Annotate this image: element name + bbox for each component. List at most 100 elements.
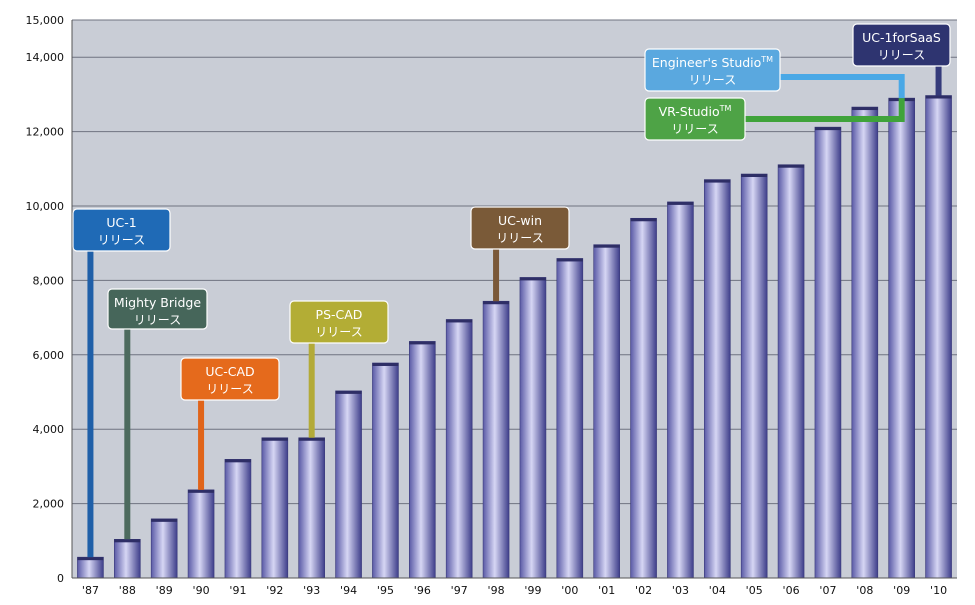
bar — [372, 362, 399, 579]
bar — [667, 201, 694, 579]
bar — [224, 459, 252, 579]
bar-cap — [188, 489, 215, 493]
annotation-subtitle: リリース — [206, 382, 253, 396]
x-tick-label: '07 — [819, 584, 836, 597]
y-tick-label: 6,000 — [33, 349, 65, 362]
bar-cap — [667, 201, 694, 205]
annotation-subtitle: リリース — [315, 325, 362, 339]
annotation-box: Mighty Bridge リリース — [107, 288, 208, 330]
bar-cap — [630, 218, 657, 222]
x-tick-label: '03 — [672, 584, 689, 597]
y-tick-label: 14,000 — [26, 51, 65, 64]
x-tick-label: '08 — [856, 584, 873, 597]
bar-cap — [519, 277, 546, 281]
annotation-box: Engineer's StudioTM リリース — [644, 48, 781, 92]
bar-cap — [446, 319, 473, 323]
bar — [740, 173, 768, 579]
bar — [630, 217, 657, 579]
bar — [114, 539, 141, 579]
bar — [335, 390, 362, 579]
x-tick-label: '95 — [377, 584, 394, 597]
x-tick-label: '88 — [119, 584, 136, 597]
bar-cap — [483, 301, 510, 305]
x-axis-labels: '87 '88 '89 '90 '91 '92 '93 '94 '95 '96 '97 '98 '99 '… — [82, 584, 947, 597]
bar — [482, 300, 510, 579]
annotation-title: UC-1forSaaS — [862, 30, 941, 45]
y-tick-label: 0 — [57, 572, 64, 585]
annotation-subtitle: リリース — [98, 233, 145, 247]
x-tick-label: '09 — [893, 584, 910, 597]
y-tick-label: 2,000 — [33, 498, 65, 511]
x-tick-label: '97 — [451, 584, 468, 597]
bar — [298, 437, 325, 579]
annotation-leader-line — [780, 74, 905, 99]
annotation-box: UC-1forSaaS リリース — [852, 23, 951, 67]
y-tick-label: 4,000 — [33, 423, 65, 436]
annotation-title: Engineer's StudioTM — [652, 55, 773, 70]
y-axis-labels: 0 2,000 4,000 6,000 8,000 10,000 12,000 14,000 1… — [26, 14, 65, 585]
bar — [925, 95, 952, 579]
annotation-title: VR-StudioTM — [659, 104, 732, 119]
annotation-box: UC-1 リリース — [72, 208, 171, 252]
annotation-title: UC-CAD — [205, 364, 254, 379]
x-tick-label: '87 — [82, 584, 99, 597]
x-tick-label: '01 — [598, 584, 615, 597]
bar-cap — [851, 107, 878, 111]
bar — [150, 518, 178, 579]
annotation-title: UC-win — [498, 213, 542, 228]
bar-cap — [335, 390, 362, 394]
bar — [445, 319, 473, 579]
x-tick-label: '89 — [156, 584, 173, 597]
bar — [77, 556, 104, 579]
y-tick-label: 15,000 — [26, 14, 65, 27]
bar-cap — [814, 127, 841, 131]
annotation-leader-line — [745, 98, 905, 122]
annotation-box: UC-CAD リリース — [180, 357, 280, 401]
x-tick-label: '99 — [524, 584, 541, 597]
x-tick-label: '04 — [709, 584, 726, 597]
bar — [888, 97, 915, 579]
annotation-box: VR-StudioTM リリース — [644, 97, 746, 141]
bar-cap — [409, 341, 436, 345]
x-tick-label: '91 — [229, 584, 246, 597]
x-tick-label: '94 — [340, 584, 357, 597]
bar — [593, 244, 620, 579]
annotation-box: PS-CAD リリース — [289, 300, 389, 344]
x-tick-label: '02 — [635, 584, 652, 597]
bar — [261, 437, 289, 579]
bar — [187, 489, 215, 579]
bar-cap — [298, 437, 325, 441]
x-tick-label: '00 — [561, 584, 578, 597]
bar — [519, 277, 547, 579]
bar-cap — [778, 164, 805, 168]
annotation-subtitle: リリース — [878, 48, 925, 62]
bars — [77, 95, 952, 579]
y-tick-label: 12,000 — [26, 126, 65, 139]
bar-cap — [372, 362, 399, 366]
x-tick-label: '92 — [266, 584, 283, 597]
bar-cap — [224, 459, 251, 463]
plot-area — [72, 20, 957, 578]
bar — [704, 179, 731, 579]
annotation-box: UC-win リリース — [470, 206, 570, 250]
x-tick-label: '93 — [303, 584, 320, 597]
y-tick-label: 8,000 — [33, 274, 65, 287]
annotation-title: UC-1 — [106, 215, 136, 230]
bar-cap — [704, 179, 731, 183]
x-tick-label: '96 — [414, 584, 431, 597]
bar-cap — [925, 95, 952, 99]
bar-cap — [556, 258, 583, 262]
bar-cap — [261, 437, 288, 441]
bar-cap — [741, 174, 768, 178]
x-tick-label: '98 — [488, 584, 505, 597]
x-tick-label: '10 — [930, 584, 947, 597]
bar — [814, 126, 842, 579]
bar-cap — [77, 557, 104, 561]
bar-cap — [114, 539, 141, 543]
annotation-subtitle: リリース — [496, 231, 543, 245]
annotation-title: Mighty Bridge — [114, 295, 201, 310]
annotation-subtitle: リリース — [134, 313, 181, 327]
bar — [409, 341, 436, 579]
